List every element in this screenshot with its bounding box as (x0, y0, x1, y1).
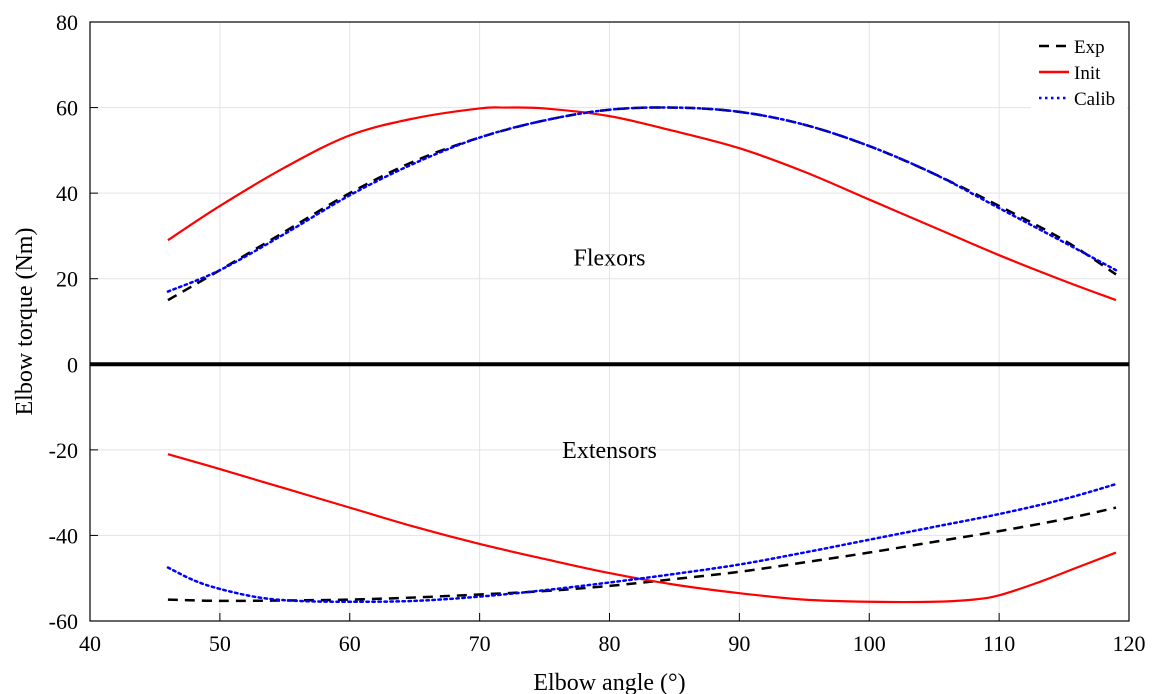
legend-label-init: Init (1074, 63, 1101, 84)
y-tick-label: 20 (56, 267, 78, 292)
x-tick-label: 100 (853, 631, 886, 656)
annotation-flexors: Flexors (574, 245, 646, 271)
annotation-extensors: Extensors (562, 438, 657, 464)
legend: Exp Init Calib (1031, 26, 1127, 114)
x-tick-label: 90 (728, 631, 750, 656)
y-tick-label: -40 (49, 523, 78, 548)
series-line-calib-flexors (166, 106, 1118, 293)
x-tick-label: 50 (209, 631, 231, 656)
series-group (166, 106, 1118, 604)
y-tick-label: 60 (56, 96, 78, 121)
y-tick-label: -20 (49, 438, 78, 463)
series-line-calib-extensors (166, 482, 1118, 604)
y-tick-label: 80 (56, 10, 78, 35)
legend-label-exp: Exp (1074, 37, 1105, 58)
y-tick-label: 40 (56, 181, 78, 206)
x-axis-title: Elbow angle (°) (533, 670, 685, 694)
y-tick-label: -60 (49, 609, 78, 634)
x-tick-label: 80 (599, 631, 621, 656)
series-line-init-extensors (167, 453, 1117, 604)
x-tick-label: 120 (1113, 631, 1146, 656)
y-axis-title: Elbow torque (Nm) (12, 228, 38, 416)
x-tick-label: 40 (79, 631, 101, 656)
grid (89, 21, 1130, 622)
legend-background (1031, 26, 1127, 114)
x-tick-label: 110 (983, 631, 1015, 656)
x-tick-label: 60 (339, 631, 361, 656)
legend-label-calib: Calib (1074, 89, 1115, 110)
series-line-init-flexors (167, 106, 1117, 302)
y-axis-ticks: -60 -40 -20 0 20 40 60 80 (49, 10, 98, 634)
x-tick-label: 70 (469, 631, 491, 656)
x-axis-ticks: 40 50 60 70 80 90 100 110 120 (79, 613, 1146, 656)
series-line-exp-extensors (167, 506, 1117, 603)
y-tick-label: 0 (67, 352, 78, 377)
